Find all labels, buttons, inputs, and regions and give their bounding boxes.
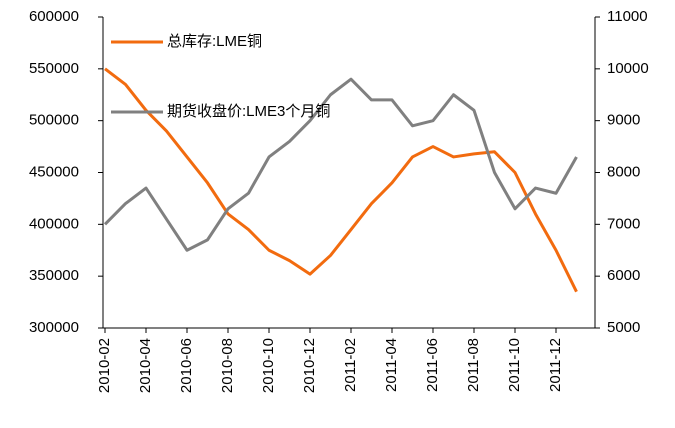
x-tick-label: 2010-06 bbox=[178, 338, 195, 393]
y2-tick-label: 8000 bbox=[607, 163, 640, 180]
series-line bbox=[104, 67, 578, 293]
x-tick-label: 2010-04 bbox=[137, 338, 154, 393]
y-tick-label: 350000 bbox=[29, 267, 79, 284]
y-tick-label: 450000 bbox=[29, 163, 79, 180]
y-tick-label: 600000 bbox=[29, 8, 79, 25]
x-tick-label: 2010-08 bbox=[219, 338, 236, 393]
legend-label: 总库存:LME铜 bbox=[167, 33, 262, 50]
x-tick-label: 2011-12 bbox=[547, 338, 564, 392]
x-tick-label: 2010-12 bbox=[301, 338, 318, 393]
y-tick-label: 500000 bbox=[29, 112, 79, 129]
x-tick-label: 2010-02 bbox=[96, 338, 113, 393]
y2-tick-label: 10000 bbox=[607, 60, 649, 77]
y2-tick-label: 11000 bbox=[607, 8, 648, 25]
y-tick-label: 550000 bbox=[29, 60, 79, 77]
y2-tick-label: 9000 bbox=[607, 112, 640, 129]
x-tick-label: 2011-10 bbox=[506, 338, 523, 392]
y2-tick-label: 7000 bbox=[607, 215, 640, 232]
x-tick-label: 2011-08 bbox=[465, 338, 482, 392]
x-tick-label: 2010-10 bbox=[260, 338, 277, 393]
series-line bbox=[103, 77, 578, 252]
y-tick-label: 400000 bbox=[29, 215, 79, 232]
x-tick-label: 2011-02 bbox=[342, 338, 359, 392]
y2-tick-label: 6000 bbox=[607, 267, 640, 284]
legend-label: 期货收盘价:LME3个月铜 bbox=[167, 102, 330, 120]
y-tick-label: 300000 bbox=[29, 319, 79, 336]
x-tick-label: 2011-06 bbox=[424, 338, 441, 392]
y2-tick-label: 5000 bbox=[607, 319, 640, 336]
x-tick-label: 2011-04 bbox=[383, 338, 400, 392]
